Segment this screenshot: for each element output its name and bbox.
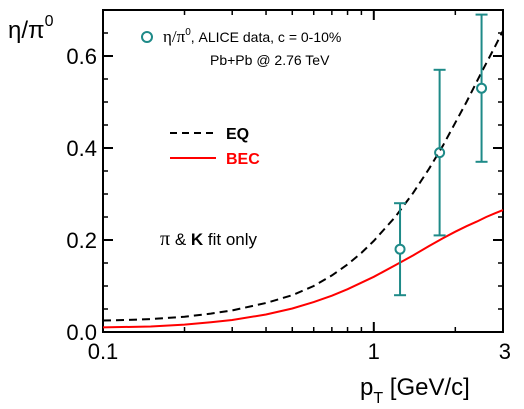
legend-data-entry: η/π0, ALICE data, c = 0-10% Pb+Pb @ 2.76… (141, 27, 341, 68)
x-ticks: 0.1 1 3 (88, 10, 511, 364)
y-tick-label: 0.2 (66, 228, 97, 253)
legend-data-sup: 0 (185, 27, 191, 38)
y-axis-label-sup: 0 (45, 13, 54, 30)
x-axis-label-rest: [GeV/c] (383, 374, 470, 401)
x-axis-label: pT [GeV/c] (360, 374, 470, 407)
data-point (394, 243, 406, 255)
y-tick-label: 0.6 (66, 44, 97, 69)
data-point (476, 82, 488, 94)
legend-data-marker (141, 31, 153, 43)
legend-data-text: η/π0, ALICE data, c = 0-10% (163, 27, 341, 46)
series-line-eq (102, 30, 504, 322)
x-axis-label-sub: T (373, 390, 383, 407)
y-ticks: 0.0 0.2 0.4 0.6 (66, 9, 503, 345)
x-axis-label-p: p (360, 374, 373, 401)
y-axis-label-main: η/π (8, 17, 45, 44)
series-layer (102, 13, 504, 329)
legend-data-line2: Pb+Pb @ 2.76 TeV (210, 52, 330, 68)
legend-data-symbol: η/π (163, 27, 186, 46)
legend-eq-label: EQ (226, 126, 249, 143)
legend-bec-entry: BEC (170, 151, 260, 168)
fit-annotation: π & K fit only (160, 228, 258, 250)
legend-bec-label: BEC (226, 151, 260, 168)
plot-area: 0.1 1 3 0.0 0.2 0.4 0.6 (66, 9, 511, 364)
data-point (434, 147, 446, 159)
fit-annotation-amp: & (170, 230, 191, 249)
x-tick-label: 3 (499, 339, 511, 364)
legend-eq-entry: EQ (170, 126, 249, 143)
fit-annotation-rest: fit only (203, 230, 257, 249)
series-line-bec (102, 209, 504, 329)
y-tick-label: 0.0 (66, 320, 97, 345)
x-tick-label: 1 (368, 339, 380, 364)
y-tick-label: 0.4 (66, 136, 97, 161)
fit-annotation-k: K (191, 230, 204, 249)
y-axis-label: η/π0 (8, 13, 54, 44)
fit-annotation-pi: π (160, 228, 170, 250)
legend-data-desc: , ALICE data, c = 0-10% (191, 29, 342, 45)
x-tick-label: 0.1 (88, 339, 119, 364)
